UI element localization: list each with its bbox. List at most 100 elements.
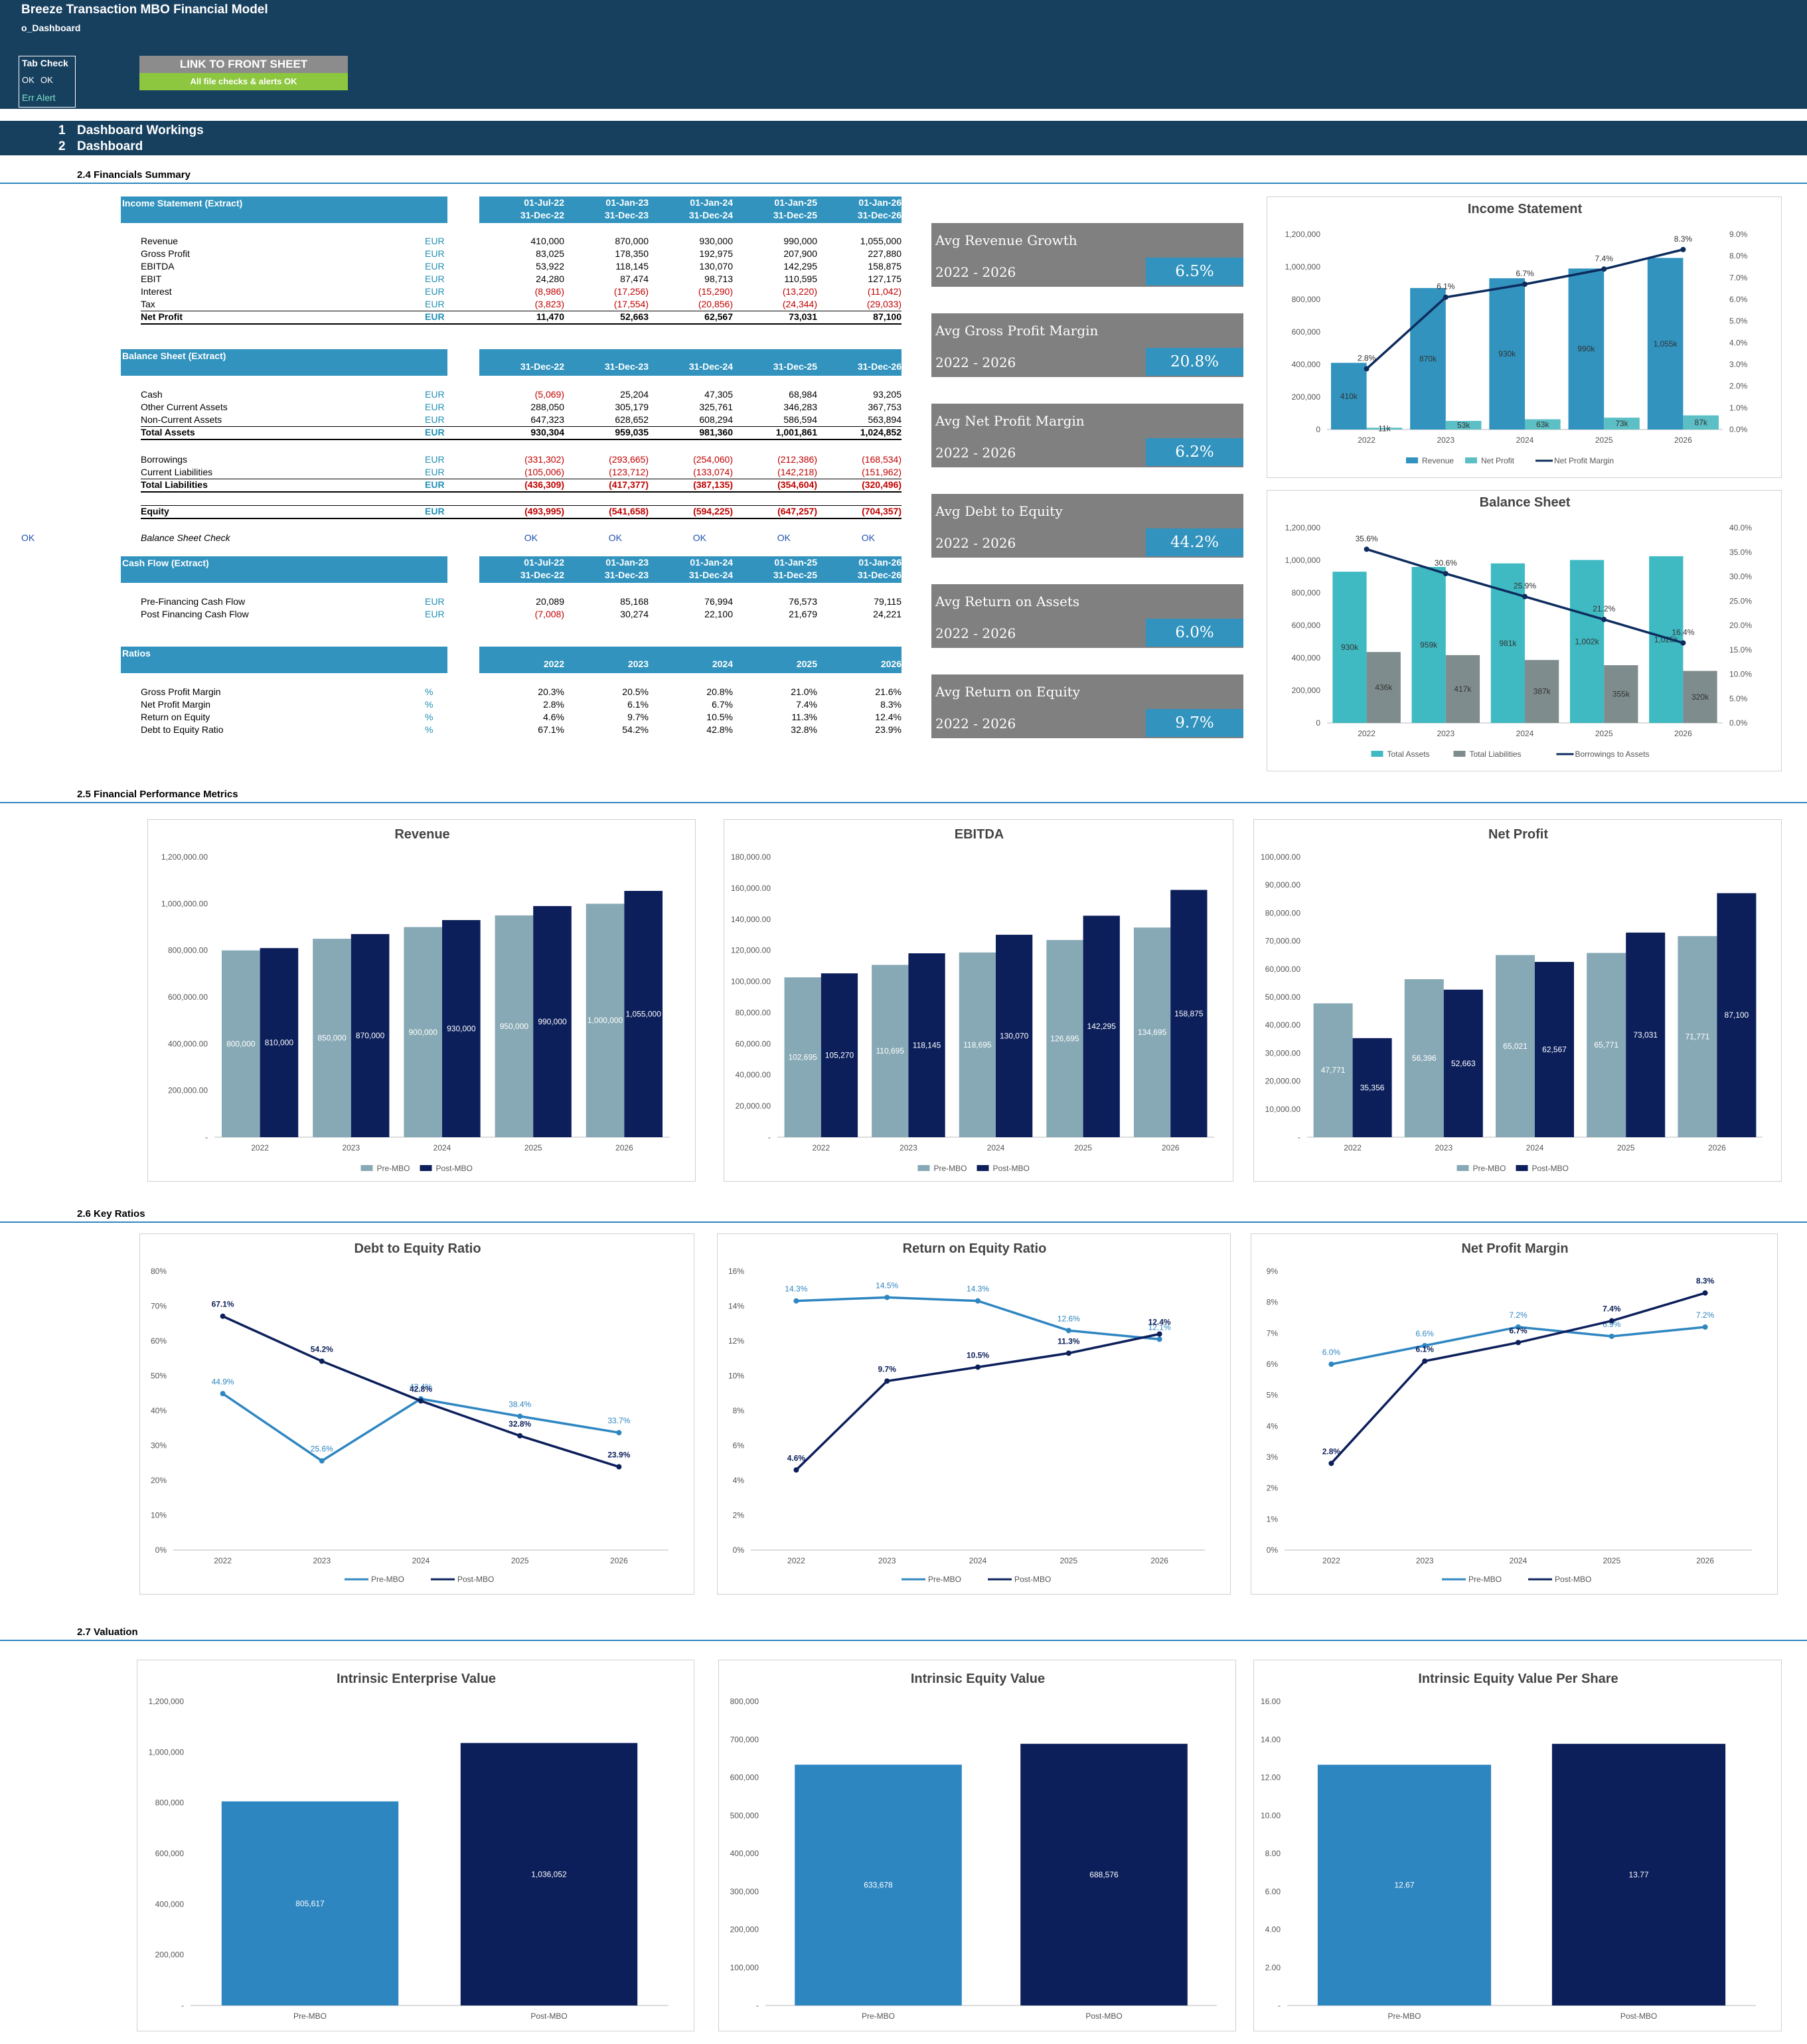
bs-row-value: (704,357) xyxy=(862,506,902,516)
bar xyxy=(1649,556,1684,723)
bs-row-value: 608,294 xyxy=(699,414,733,425)
bs-row: Total Liabilities EUR (436,309) (417,377) (3… xyxy=(0,479,903,493)
line-label: 7.2% xyxy=(1509,1310,1528,1320)
data-label: 800,000 xyxy=(226,1039,256,1048)
err-alert: Err Alert xyxy=(22,92,56,103)
kpi-card-period: 2022 - 2026 xyxy=(935,354,1016,370)
bs-row-unit: EUR xyxy=(425,427,445,437)
data-label: 73,031 xyxy=(1633,1030,1658,1040)
y-tick-label: 1,000,000 xyxy=(149,1747,185,1757)
line-label: 2.8% xyxy=(1358,354,1376,363)
bs-row-label: Non-Current Assets xyxy=(141,414,222,425)
legend-swatch xyxy=(1465,457,1477,463)
bar xyxy=(1170,890,1208,1137)
line-label: 12.6% xyxy=(1058,1314,1080,1323)
header-bar: Breeze Transaction MBO Financial Model o… xyxy=(0,0,1807,109)
y-tick-label: 5% xyxy=(1267,1391,1279,1400)
y-tick-label: 600,000 xyxy=(730,1773,759,1782)
y-tick-label: 7% xyxy=(1267,1328,1279,1338)
line-point xyxy=(1609,1318,1614,1324)
x-tick-label: 2022 xyxy=(1358,729,1375,738)
bs-row-label: Other Current Assets xyxy=(141,402,228,412)
y-tick-label: 1,000,000 xyxy=(1285,262,1321,272)
y-tick-label: 800,000 xyxy=(1292,588,1321,597)
legend-label: Net Profit Margin xyxy=(1554,456,1614,465)
x-tick-label: 2024 xyxy=(1516,435,1534,445)
x-tick-label: 2022 xyxy=(1344,1143,1362,1152)
line-point xyxy=(1522,281,1528,287)
chart-income-statement: Income Statement 0 200,000 400,000 600,000 80… xyxy=(1267,197,1782,478)
ratio-row-value: 23.9% xyxy=(875,724,902,735)
bs-row-value: 288,050 xyxy=(530,402,564,412)
bar xyxy=(1443,989,1483,1137)
legend-label: Pre-MBO xyxy=(934,1164,967,1173)
bs-table-col-header: 31-Dec-22 xyxy=(520,361,564,372)
legend-label: Borrowings to Assets xyxy=(1575,749,1650,759)
line-point xyxy=(1443,571,1449,577)
ratio-row-value: 7.4% xyxy=(796,699,817,710)
bs-row-value: 47,305 xyxy=(704,389,733,400)
bs-row: Current Liabilities EUR (105,006) (123,712)… xyxy=(0,467,903,479)
is-row-value: 192,975 xyxy=(699,248,733,259)
file-checks-status: All file checks & alerts OK xyxy=(139,73,348,90)
chart-net-profit-margin: Net Profit Margin 0% 1% 2% 3% 4% 5% 6% 7% 8% 9% 202… xyxy=(1251,1233,1778,1595)
ratio-row-unit: % xyxy=(425,686,433,697)
nav-item-dashboard[interactable]: Dashboard xyxy=(77,139,143,153)
line-label: 6.1% xyxy=(1416,1344,1435,1354)
x-tick-label: 2025 xyxy=(524,1143,542,1152)
line-point xyxy=(1516,1324,1521,1330)
cf-row-value: 79,115 xyxy=(874,596,902,607)
is-row-unit: EUR xyxy=(425,274,445,284)
kpi-card-value: 6.0% xyxy=(1146,619,1243,647)
bar xyxy=(872,965,909,1137)
line-label: 8.3% xyxy=(1696,1277,1715,1286)
is-row-value: (24,344) xyxy=(782,299,817,309)
bar xyxy=(1317,1765,1492,2005)
bs-row-label: Borrowings xyxy=(141,454,188,465)
data-label: 810,000 xyxy=(265,1038,294,1048)
bar xyxy=(1604,665,1638,723)
data-label: 950,000 xyxy=(500,1022,529,1031)
data-label: 805,617 xyxy=(295,1899,325,1908)
x-tick-label: 2023 xyxy=(1437,729,1454,738)
nav-item-dashboard-workings[interactable]: Dashboard Workings xyxy=(77,123,204,137)
chart-title: Revenue xyxy=(394,827,449,842)
cf-row-value: 20,089 xyxy=(536,596,564,607)
bar xyxy=(1410,287,1446,430)
bar xyxy=(959,952,996,1137)
y-tick-label: 80% xyxy=(151,1267,167,1276)
data-label: 990k xyxy=(1577,345,1595,354)
section-divider xyxy=(0,183,1807,184)
cf-table-col-header: 01-Jan-25 xyxy=(774,557,817,568)
bar xyxy=(351,934,390,1137)
legend-label: Post-MBO xyxy=(457,1575,494,1584)
chart-title: EBITDA xyxy=(955,827,1004,842)
bs-row-value: 1,024,852 xyxy=(860,427,902,437)
is-row-value: (17,256) xyxy=(613,286,649,297)
data-label: 12.67 xyxy=(1394,1881,1414,1890)
y-tick-label: 1,200,000 xyxy=(1285,230,1321,239)
is-row-label: Tax xyxy=(141,299,155,309)
bs-row-value: (541,658) xyxy=(609,506,649,516)
legend-swatch xyxy=(1453,751,1466,757)
chart-title: Debt to Equity Ratio xyxy=(354,1241,481,1256)
y2-tick-label: 4.0% xyxy=(1729,338,1748,347)
ratios-table-col-header: 2026 xyxy=(880,659,902,669)
y-tick-label: 400,000 xyxy=(155,1899,185,1909)
y-tick-label: 700,000 xyxy=(730,1735,759,1744)
bs-row-unit: EUR xyxy=(425,506,445,516)
x-tick-label: 2025 xyxy=(1603,1556,1620,1565)
data-label: 387k xyxy=(1533,687,1551,696)
chart-net-profit: Net Profit - 10,000.00 20,000.00 30,000.00 40… xyxy=(1253,819,1782,1182)
bs-row-value: (168,534) xyxy=(862,454,902,465)
x-tick-label: 2023 xyxy=(900,1143,917,1152)
y-tick-label: - xyxy=(205,1133,208,1142)
bs-row-value: 305,179 xyxy=(615,402,649,412)
y-tick-label: 200,000 xyxy=(1292,392,1321,402)
y-tick-label: 400,000 xyxy=(1292,653,1321,663)
line-label: 14.3% xyxy=(967,1285,989,1294)
kpi-card-value: 20.8% xyxy=(1146,348,1243,376)
bar xyxy=(996,935,1033,1137)
bs-table-col-header: 31-Dec-26 xyxy=(857,361,902,372)
link-to-front-sheet-button[interactable]: LINK TO FRONT SHEET xyxy=(139,56,348,73)
